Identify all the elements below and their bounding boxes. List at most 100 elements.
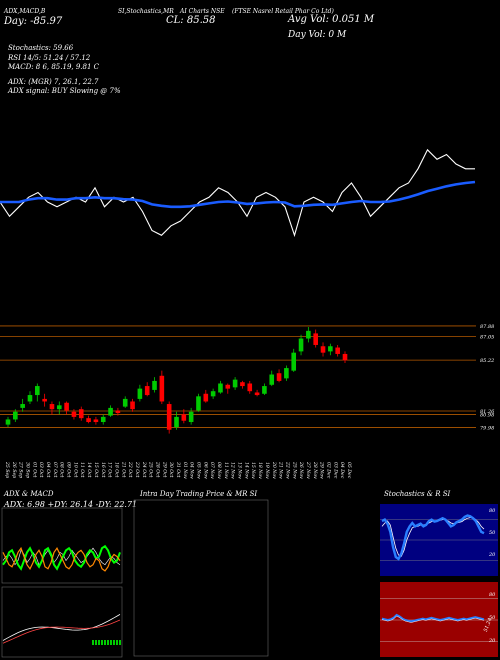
candle-body — [42, 398, 47, 402]
date-tick-label: 26 Nov — [298, 461, 304, 479]
macd-histogram-bar — [104, 640, 106, 645]
candle-body — [225, 384, 231, 389]
header-link-adx-text[interactable]: ADX,MACD,B — [4, 8, 46, 15]
candle-body — [298, 338, 304, 352]
date-tick-label: 31 Oct — [175, 462, 181, 478]
candle-body — [284, 368, 289, 379]
date-tick-label: 30 Sep — [25, 462, 31, 478]
date-tick-label: 07 Nov — [209, 462, 215, 479]
candle-body — [306, 330, 311, 339]
date-tick-label: 21 Oct — [120, 461, 126, 478]
date-tick-label: 15 Oct — [93, 462, 99, 478]
date-tick-label: 05 Dec — [346, 462, 352, 479]
rsi-signal-line — [381, 615, 485, 623]
date-tick-label: 05 Nov — [196, 462, 202, 479]
adx-panel-values: ADX: 6.98 +DY: 26.14 -DY: 22.71 — [4, 500, 138, 509]
price-level-label: 85.22 — [480, 358, 494, 364]
date-tick-label: 25 Sep — [4, 461, 10, 478]
candle-body — [86, 418, 91, 423]
date-tick-label: 17 Oct — [107, 462, 113, 478]
macd-signal-line — [2, 619, 121, 644]
candle-body — [313, 333, 318, 345]
rsi-readout: RSI 14/5: 51.24 / 57.12 — [8, 54, 91, 62]
rsi-axis-80: 80 — [489, 592, 496, 598]
date-tick-label: 10 Oct — [72, 462, 78, 478]
candle-body — [210, 391, 216, 397]
date-tick-label: 22 Nov — [284, 461, 290, 479]
date-tick-label: 12 Nov — [230, 462, 236, 479]
candle-body — [93, 419, 99, 423]
price-level-label: 87.88 — [480, 324, 494, 330]
stoch-axis-20: 20 — [489, 552, 496, 558]
stoch-k-line — [381, 514, 485, 561]
macd-histogram-bar — [110, 640, 112, 645]
candle-body — [5, 419, 11, 425]
header-link-adx[interactable]: ADX,MACD,B — [4, 8, 45, 15]
stoch-axis-80: 80 — [489, 508, 496, 514]
date-tick-label: 26 Sep — [11, 461, 17, 478]
header-link-company[interactable]: (FTSE Nasrel Retail Phar Co Ltd) — [232, 8, 334, 15]
date-tick-label: 27 Nov — [305, 461, 311, 479]
candle-body — [78, 409, 84, 419]
price-level-label: 87.05 — [480, 335, 494, 341]
intraday-panel-title: Intra Day Trading Price & MR SI — [140, 490, 258, 498]
candle-body — [188, 411, 194, 423]
date-tick-label: 04 Oct — [45, 462, 51, 478]
date-tick-label: 04 Nov — [189, 462, 195, 479]
header-link-ai-text[interactable]: AI Charts NSE — [180, 8, 225, 15]
date-tick-label: 22 Oct — [127, 461, 133, 478]
date-tick-label: 01 Nov — [182, 462, 188, 479]
date-tick-label: 07 Oct — [52, 462, 58, 478]
candle-body — [276, 373, 282, 381]
candle-body — [328, 346, 333, 352]
header-link-ai[interactable]: AI Charts NSE — [180, 8, 225, 15]
intraday-panel-frame — [133, 499, 269, 657]
candle-body — [247, 383, 253, 392]
rsi-line — [381, 613, 485, 623]
date-tick-label: 21 Nov — [278, 461, 284, 479]
candle-body — [100, 416, 106, 423]
price-line-chart — [0, 148, 476, 238]
candle-body — [144, 386, 150, 396]
date-tick-label: 11 Nov — [223, 462, 229, 479]
adx-panel-frame — [1, 507, 123, 584]
date-tick-label: 18 Oct — [113, 462, 119, 478]
candle-body — [254, 392, 260, 396]
candle-body — [27, 395, 33, 402]
header-link-company-text[interactable]: (FTSE Nasrel Retail Phar Co Ltd) — [232, 8, 334, 15]
date-tick-label: 29 Oct — [161, 461, 167, 478]
date-tick-label: 18 Nov — [257, 462, 263, 479]
price-level-label: 81.26 — [480, 409, 495, 415]
candle-body — [115, 410, 121, 414]
candle-body — [181, 414, 187, 421]
candle-body — [64, 402, 69, 411]
macd-histogram-bar — [113, 640, 115, 645]
header-link-stoch[interactable]: SI,Stochastics,MR — [118, 8, 174, 15]
close-price: CL: 85.58 — [166, 15, 216, 26]
date-tick-label: 25 Nov — [291, 461, 297, 479]
macd-histogram-bar — [95, 640, 97, 645]
stochastics-readout: Stochastics: 59.66 — [8, 44, 74, 52]
macd-histogram-bar — [116, 640, 118, 645]
macd-histogram-bar — [98, 640, 100, 645]
rsi-axis-50: 50 — [489, 615, 496, 621]
candle-body — [35, 386, 40, 396]
date-tick-label: 20 Nov — [271, 461, 277, 479]
candle-body — [49, 404, 55, 410]
candle-body — [166, 404, 172, 430]
date-tick-label: 08 Nov — [216, 462, 222, 479]
candle-body — [20, 404, 25, 408]
date-tick-label: 28 Oct — [155, 461, 161, 478]
date-tick-label: 28 Nov — [312, 461, 318, 479]
moving-average-line — [0, 180, 476, 209]
date-tick-label: 25 Oct — [148, 461, 154, 478]
day-volume: Day Vol: 0 M — [288, 30, 347, 40]
candle-body — [291, 352, 297, 371]
date-tick-label: 14 Nov — [243, 462, 249, 479]
header-link-stoch-text[interactable]: SI,Stochastics,MR — [118, 8, 174, 15]
day-change: Day: -85.97 — [4, 16, 63, 27]
candle-body — [342, 353, 348, 361]
date-tick-label: 14 Oct — [86, 462, 92, 478]
date-tick-label: 04 Dec — [339, 462, 345, 479]
